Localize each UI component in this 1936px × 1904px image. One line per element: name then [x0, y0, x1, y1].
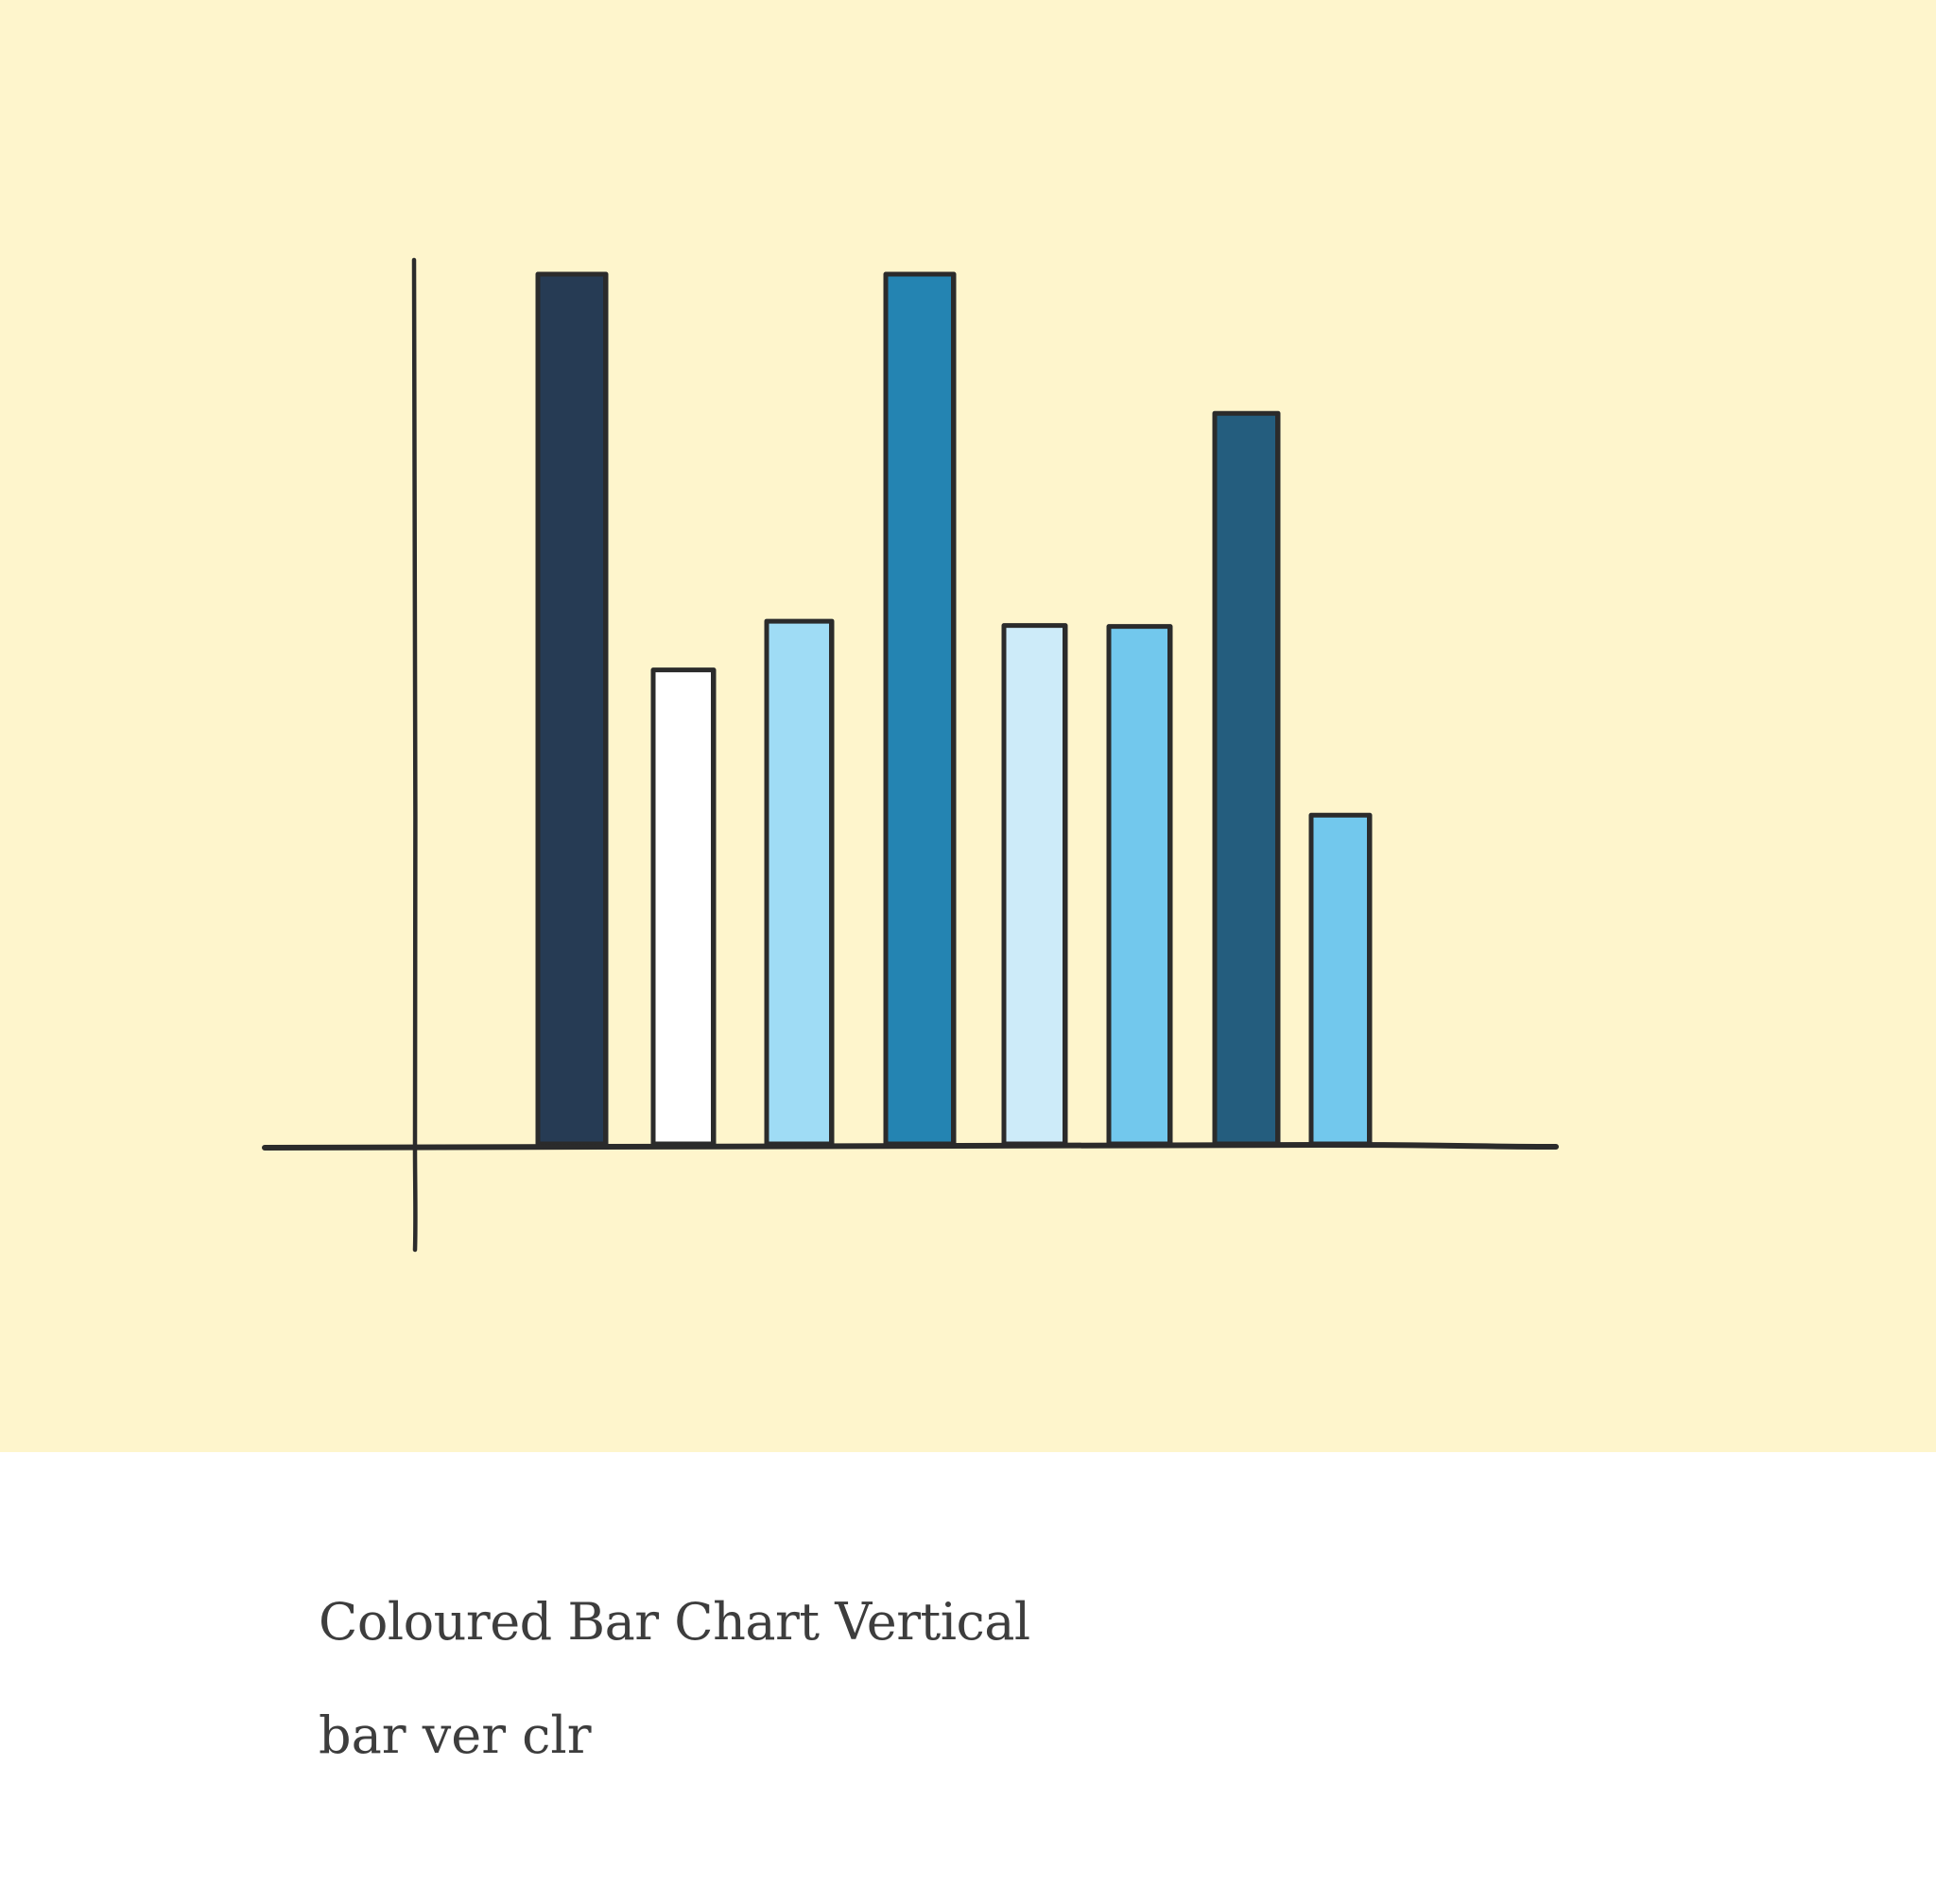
bar-1 [535, 271, 609, 1147]
bar-7 [1212, 410, 1281, 1147]
bar-3 [764, 618, 835, 1147]
bar-8 [1308, 812, 1373, 1147]
chart-title: Coloured Bar Chart Vertical [319, 1592, 1030, 1652]
bar-4 [883, 271, 957, 1147]
bars-group [535, 271, 1373, 1147]
x-axis-line [262, 1141, 1559, 1151]
caption: Coloured Bar Chart Vertical bar ver clr [319, 1588, 1030, 1770]
bar-chart [262, 257, 1559, 1253]
chart-tags: bar ver clr [319, 1705, 592, 1765]
y-axis-line [411, 257, 418, 1253]
bar-5 [1001, 623, 1068, 1147]
chart-illustration [0, 0, 1936, 1452]
bar-6 [1106, 624, 1173, 1147]
bar-2 [650, 667, 717, 1147]
